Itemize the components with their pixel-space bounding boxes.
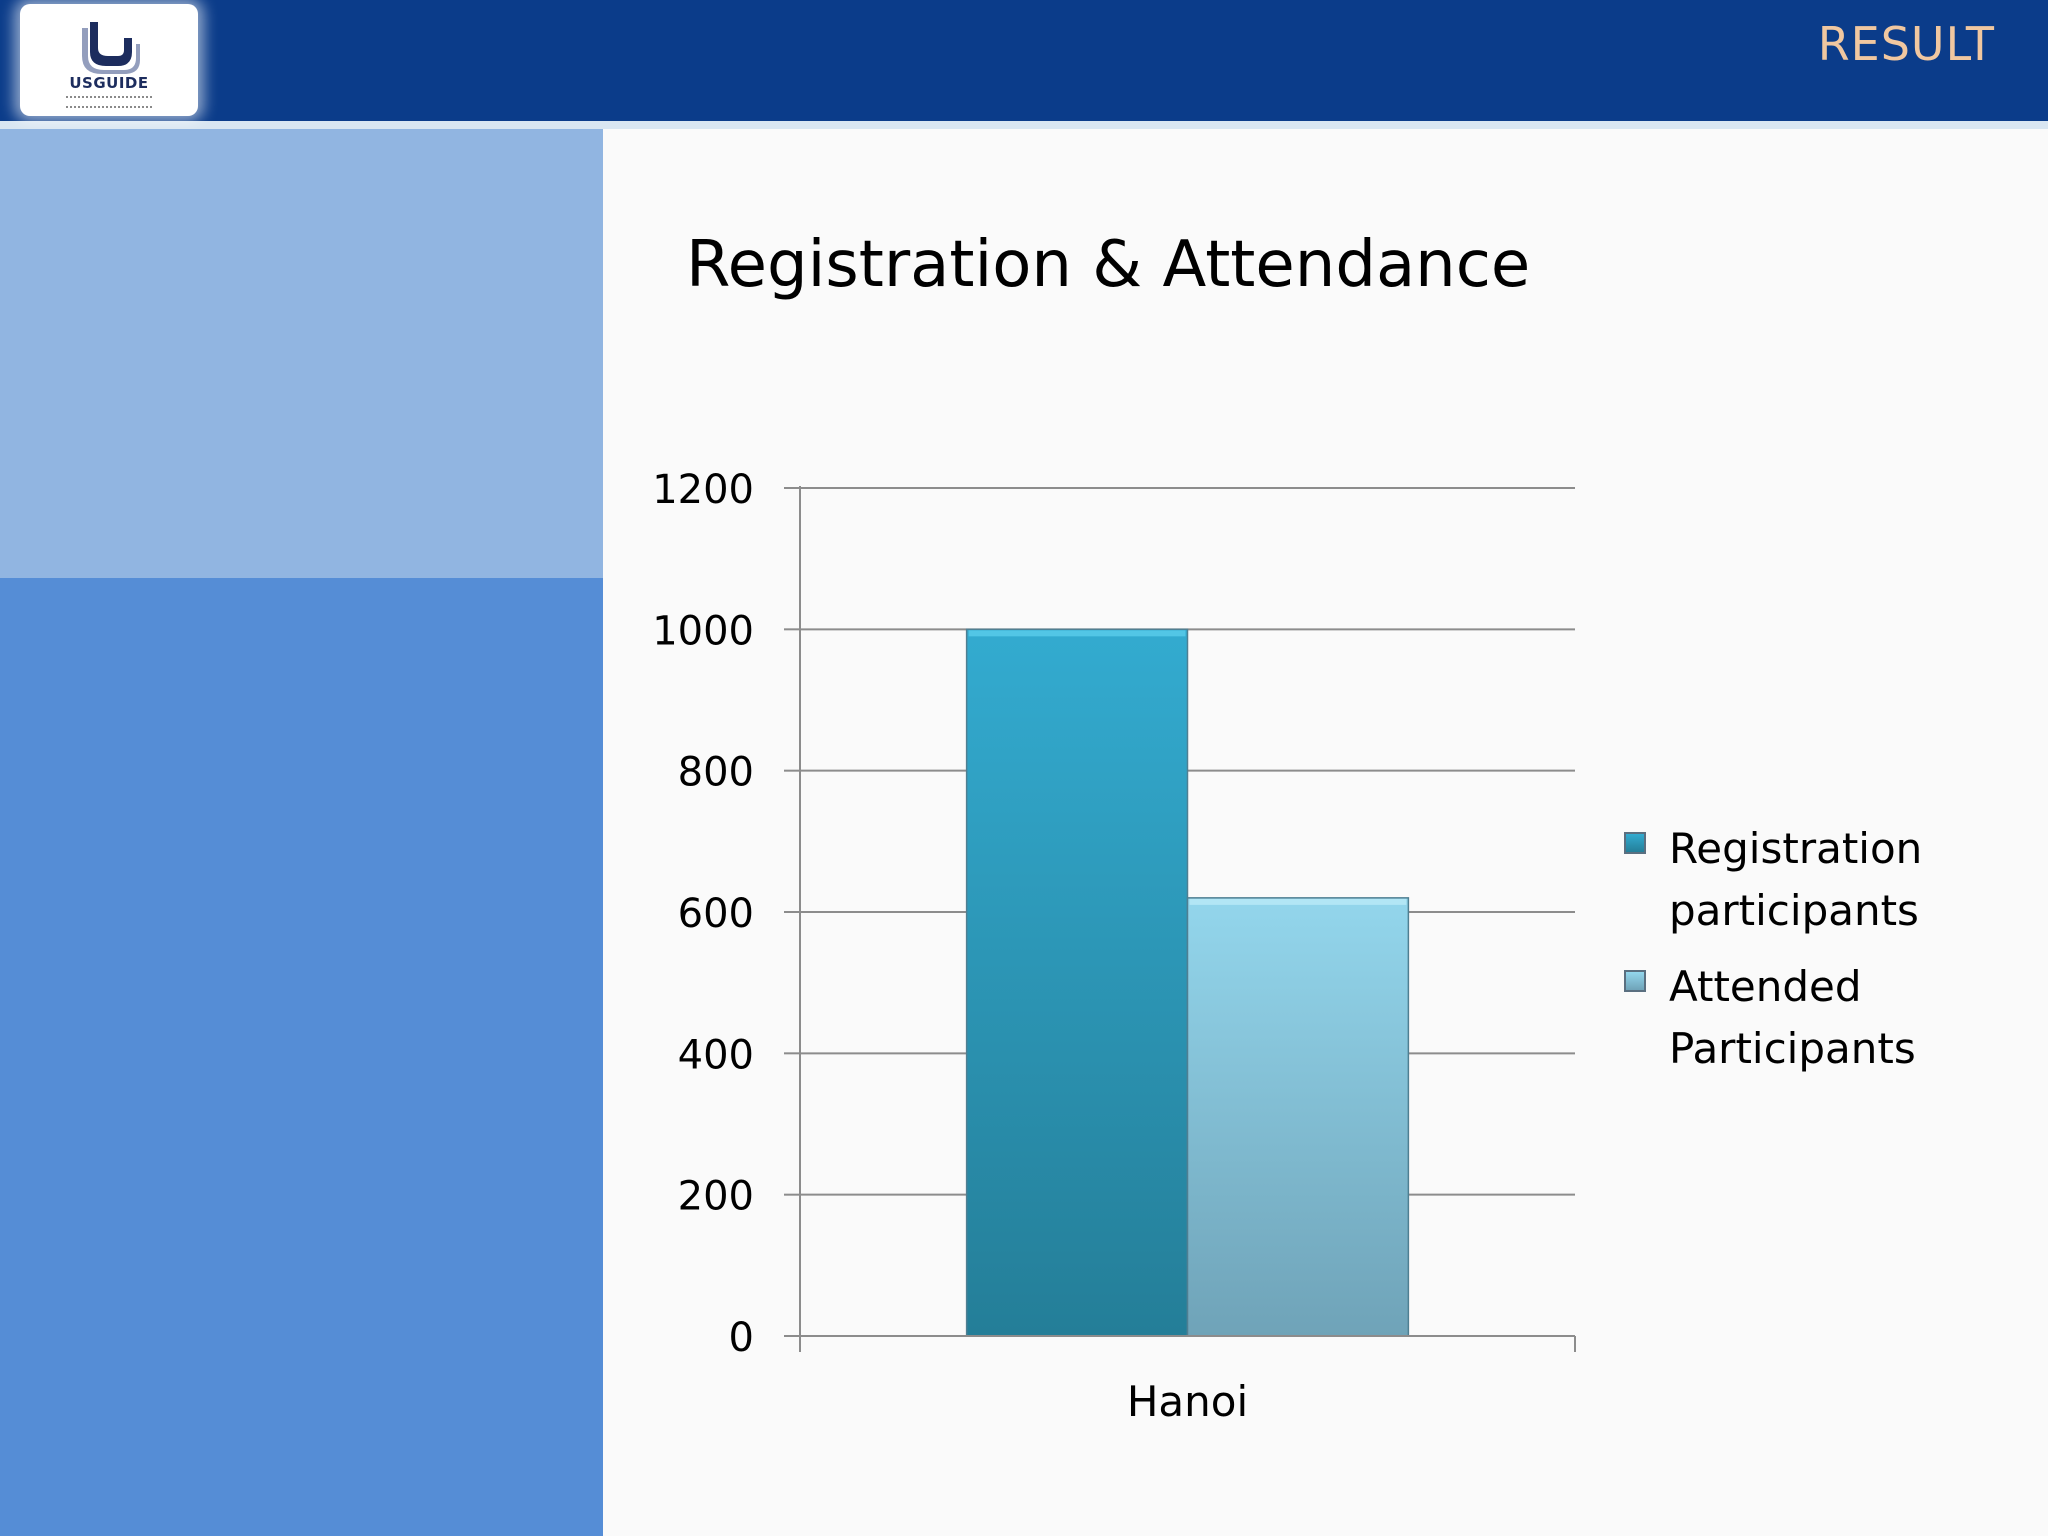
logo-tagline — [66, 96, 152, 108]
header-bar — [0, 0, 2048, 121]
y-tick-label: 0 — [729, 1315, 754, 1361]
x-category-label: Hanoi — [1127, 1377, 1248, 1426]
y-tick-label: 400 — [678, 1032, 754, 1078]
bar-highlight — [1189, 898, 1407, 905]
usguide-logo: USGUIDE — [20, 4, 198, 116]
sidebar-panel-top — [0, 129, 603, 578]
chart-title: Registration & Attendance — [686, 228, 1531, 302]
section-title: RESULT — [1817, 17, 1995, 71]
legend-label-attended: Attended Participants — [1669, 962, 1916, 1073]
bar-registration-hanoi — [965, 628, 1189, 1337]
bar-attended-hanoi — [1186, 897, 1410, 1337]
y-tick-label: 800 — [678, 750, 754, 796]
legend-label-registration: Registration participants — [1669, 824, 1923, 935]
chart-legend: Registration participants Attended Parti… — [1624, 818, 1929, 1094]
sidebar-panel-bottom — [0, 578, 603, 1536]
legend-swatch-registration — [1624, 832, 1646, 854]
legend-swatch-attended — [1624, 970, 1646, 992]
header-divider — [0, 121, 2048, 130]
y-tick-label: 600 — [678, 891, 754, 937]
logo-text: USGUIDE — [69, 74, 149, 92]
y-tick-label: 1000 — [652, 608, 754, 654]
legend-item-attended: Attended Participants — [1624, 956, 1929, 1080]
bar-highlight — [968, 630, 1186, 637]
logo-mark-icon — [82, 22, 140, 74]
y-tick-label: 1200 — [652, 467, 754, 513]
y-tick-label: 200 — [678, 1174, 754, 1220]
legend-item-registration: Registration participants — [1624, 818, 1929, 942]
